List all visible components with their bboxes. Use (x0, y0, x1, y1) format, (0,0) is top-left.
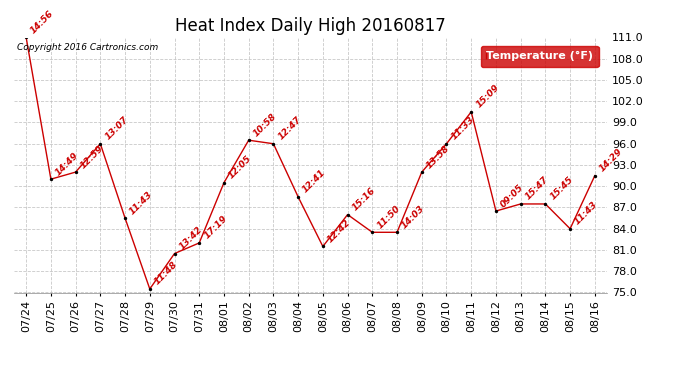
Text: 13:58: 13:58 (425, 143, 451, 170)
Text: 11:43: 11:43 (128, 189, 155, 216)
Point (441, 141, 452, 147)
Point (293, 194, 304, 200)
Text: 10:58: 10:58 (252, 111, 278, 138)
Text: 15:16: 15:16 (351, 186, 377, 213)
Text: 17:19: 17:19 (202, 214, 229, 241)
Text: 15:09: 15:09 (474, 83, 501, 110)
Point (70, 169, 81, 175)
Point (46, 176, 57, 182)
Text: 11:33: 11:33 (449, 115, 476, 142)
Legend: Temperature (°F): Temperature (°F) (480, 46, 599, 67)
Point (589, 172, 600, 178)
Text: 12:05: 12:05 (227, 154, 253, 181)
Point (169, 251, 180, 257)
Point (391, 229, 402, 235)
Text: 15:45: 15:45 (549, 175, 575, 202)
Point (342, 211, 353, 217)
Point (367, 229, 378, 235)
Text: 14:29: 14:29 (598, 147, 624, 174)
Text: 14:49: 14:49 (54, 150, 81, 177)
Point (194, 240, 205, 246)
Text: 13:07: 13:07 (104, 115, 130, 142)
Text: 12:42: 12:42 (326, 218, 353, 244)
Point (515, 201, 526, 207)
Text: 11:50: 11:50 (375, 204, 402, 230)
Point (268, 141, 279, 147)
Point (466, 109, 477, 115)
Point (416, 169, 427, 175)
Point (564, 226, 575, 232)
Point (144, 286, 155, 292)
Text: 13:42: 13:42 (177, 225, 204, 251)
Text: 11:48: 11:48 (152, 260, 179, 287)
Text: 12:47: 12:47 (277, 115, 303, 142)
Point (95, 141, 106, 147)
Point (21, 34, 32, 40)
Point (540, 201, 551, 207)
Text: 11:43: 11:43 (573, 200, 600, 226)
Text: 12:41: 12:41 (301, 168, 328, 195)
Point (317, 243, 328, 249)
Text: 09:05: 09:05 (499, 182, 526, 209)
Point (243, 137, 254, 143)
Point (219, 180, 230, 186)
Title: Heat Index Daily High 20160817: Heat Index Daily High 20160817 (175, 16, 446, 34)
Text: 15:47: 15:47 (524, 175, 550, 202)
Point (119, 215, 130, 221)
Text: 12:59: 12:59 (79, 143, 105, 170)
Text: 14:56: 14:56 (29, 9, 56, 35)
Text: 14:03: 14:03 (400, 204, 426, 230)
Point (491, 208, 502, 214)
Text: Copyright 2016 Cartronics.com: Copyright 2016 Cartronics.com (17, 43, 158, 52)
